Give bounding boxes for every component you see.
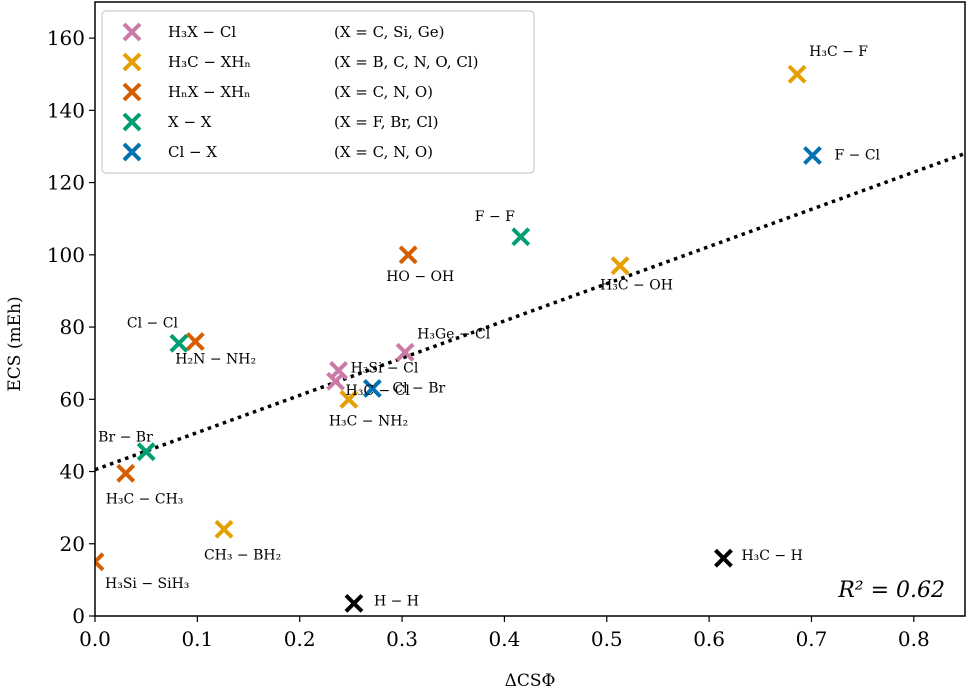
legend-marker (122, 142, 142, 162)
x-tick-label: 0.2 (284, 627, 316, 651)
point-label: H₃Ge − Cl (417, 326, 491, 342)
y-tick-label: 140 (47, 98, 85, 122)
y-tick-label: 0 (72, 604, 85, 628)
data-point (136, 442, 156, 462)
point-label: F − Cl (834, 148, 880, 164)
r-squared-annotation: R² = 0.62 (837, 578, 945, 603)
data-point (787, 64, 807, 84)
legend-entry: H₃C − XHₙ (X = B, C, N, O, Cl) (122, 52, 478, 72)
legend-series-condition: (X = B, C, N, O, Cl) (334, 53, 478, 71)
data-point (610, 256, 630, 276)
legend-series-condition: (X = C, Si, Ge) (334, 23, 444, 41)
legend-marker (122, 22, 142, 42)
point-label: Cl − Br (392, 380, 445, 396)
axes: H₃C − Cl H₃Si − Cl H₃Ge − Cl H₃C − F H₃C − O… (47, 1, 966, 651)
data-point (329, 360, 349, 380)
data-point (395, 342, 415, 362)
data-point (95, 552, 105, 572)
legend-marker (122, 82, 142, 102)
point-label: F − F (475, 209, 515, 225)
x-tick-label: 0.7 (796, 627, 828, 651)
legend-series-name: X − X (168, 113, 212, 131)
data-point (714, 548, 733, 568)
data-point (214, 519, 234, 539)
data-point (511, 227, 531, 247)
data-point (362, 379, 382, 398)
plot-frame (94, 1, 966, 617)
data-point (116, 463, 136, 483)
point-label: Cl − Cl (127, 315, 179, 331)
legend-marker (122, 112, 142, 132)
legend-series-name: H₃C − XHₙ (168, 53, 251, 71)
legend-series-condition: (X = C, N, O) (334, 83, 433, 101)
x-tick-label: 0.8 (898, 627, 930, 651)
point-label: H₃Si − Cl (351, 360, 419, 376)
point-label: H − H (374, 593, 419, 609)
point-label: H₃C − CH₃ (106, 491, 184, 507)
fit-line (95, 151, 965, 472)
legend-entry: X − X (X = F, Br, Cl) (122, 112, 438, 132)
x-tick-label: 0.5 (591, 627, 623, 651)
legend-series-name: H₃X − Cl (168, 23, 236, 41)
point-label: H₃C − NH₂ (329, 413, 408, 429)
data-point (344, 593, 364, 613)
x-axis-label: ΔCSΦ (505, 671, 556, 691)
legend-series-condition: (X = C, N, O) (334, 143, 433, 161)
point-label: H₃C − Cl (346, 383, 411, 399)
point-label: H₂N − NH₂ (175, 352, 256, 368)
y-tick-label: 40 (60, 460, 85, 484)
point-label: Br − Br (98, 430, 153, 446)
legend-marker (122, 52, 142, 72)
data-point (339, 389, 359, 409)
data-point (398, 245, 418, 265)
point-label: H₃C − F (809, 44, 868, 60)
point-label: H₃C − OH (600, 278, 673, 294)
x-tick-label: 0.1 (181, 627, 213, 651)
data-point (326, 371, 345, 391)
point-label: CH₃ − BH₂ (204, 547, 281, 563)
data-point (803, 146, 822, 165)
data-point (169, 333, 189, 353)
point-label: H₃C − H (741, 548, 802, 564)
x-tick-label: 0.4 (489, 627, 521, 651)
legend-series-name: HₙX − XHₙ (168, 83, 251, 101)
point-label: H₃Si − SiH₃ (105, 576, 189, 592)
y-tick-label: 160 (47, 26, 85, 50)
y-tick-label: 20 (60, 532, 85, 556)
legend-series-condition: (X = F, Br, Cl) (334, 113, 438, 131)
x-tick-label: 0.6 (693, 627, 725, 651)
y-tick-label: 80 (60, 315, 85, 339)
legend-entry: Cl − X (X = C, N, O) (122, 142, 433, 162)
y-axis-label: ECS (mEh) (5, 296, 25, 391)
y-tick-label: 60 (60, 387, 85, 411)
x-tick-label: 0.3 (386, 627, 418, 651)
x-tick-label: 0.0 (79, 627, 111, 651)
legend-series-name: Cl − X (168, 143, 217, 161)
data-point (185, 332, 205, 351)
legend: H₃X − Cl (X = C, Si, Ge) H₃C − XHₙ (X = B, … (101, 10, 535, 174)
y-tick-label: 100 (47, 243, 85, 267)
legend-box (101, 10, 535, 174)
point-label: HO − OH (386, 269, 454, 285)
plot-area (95, 64, 965, 613)
y-tick-label: 120 (47, 171, 85, 195)
legend-entry: H₃X − Cl (X = C, Si, Ge) (122, 22, 444, 42)
legend-entry: HₙX − XHₙ (X = C, N, O) (122, 82, 433, 102)
